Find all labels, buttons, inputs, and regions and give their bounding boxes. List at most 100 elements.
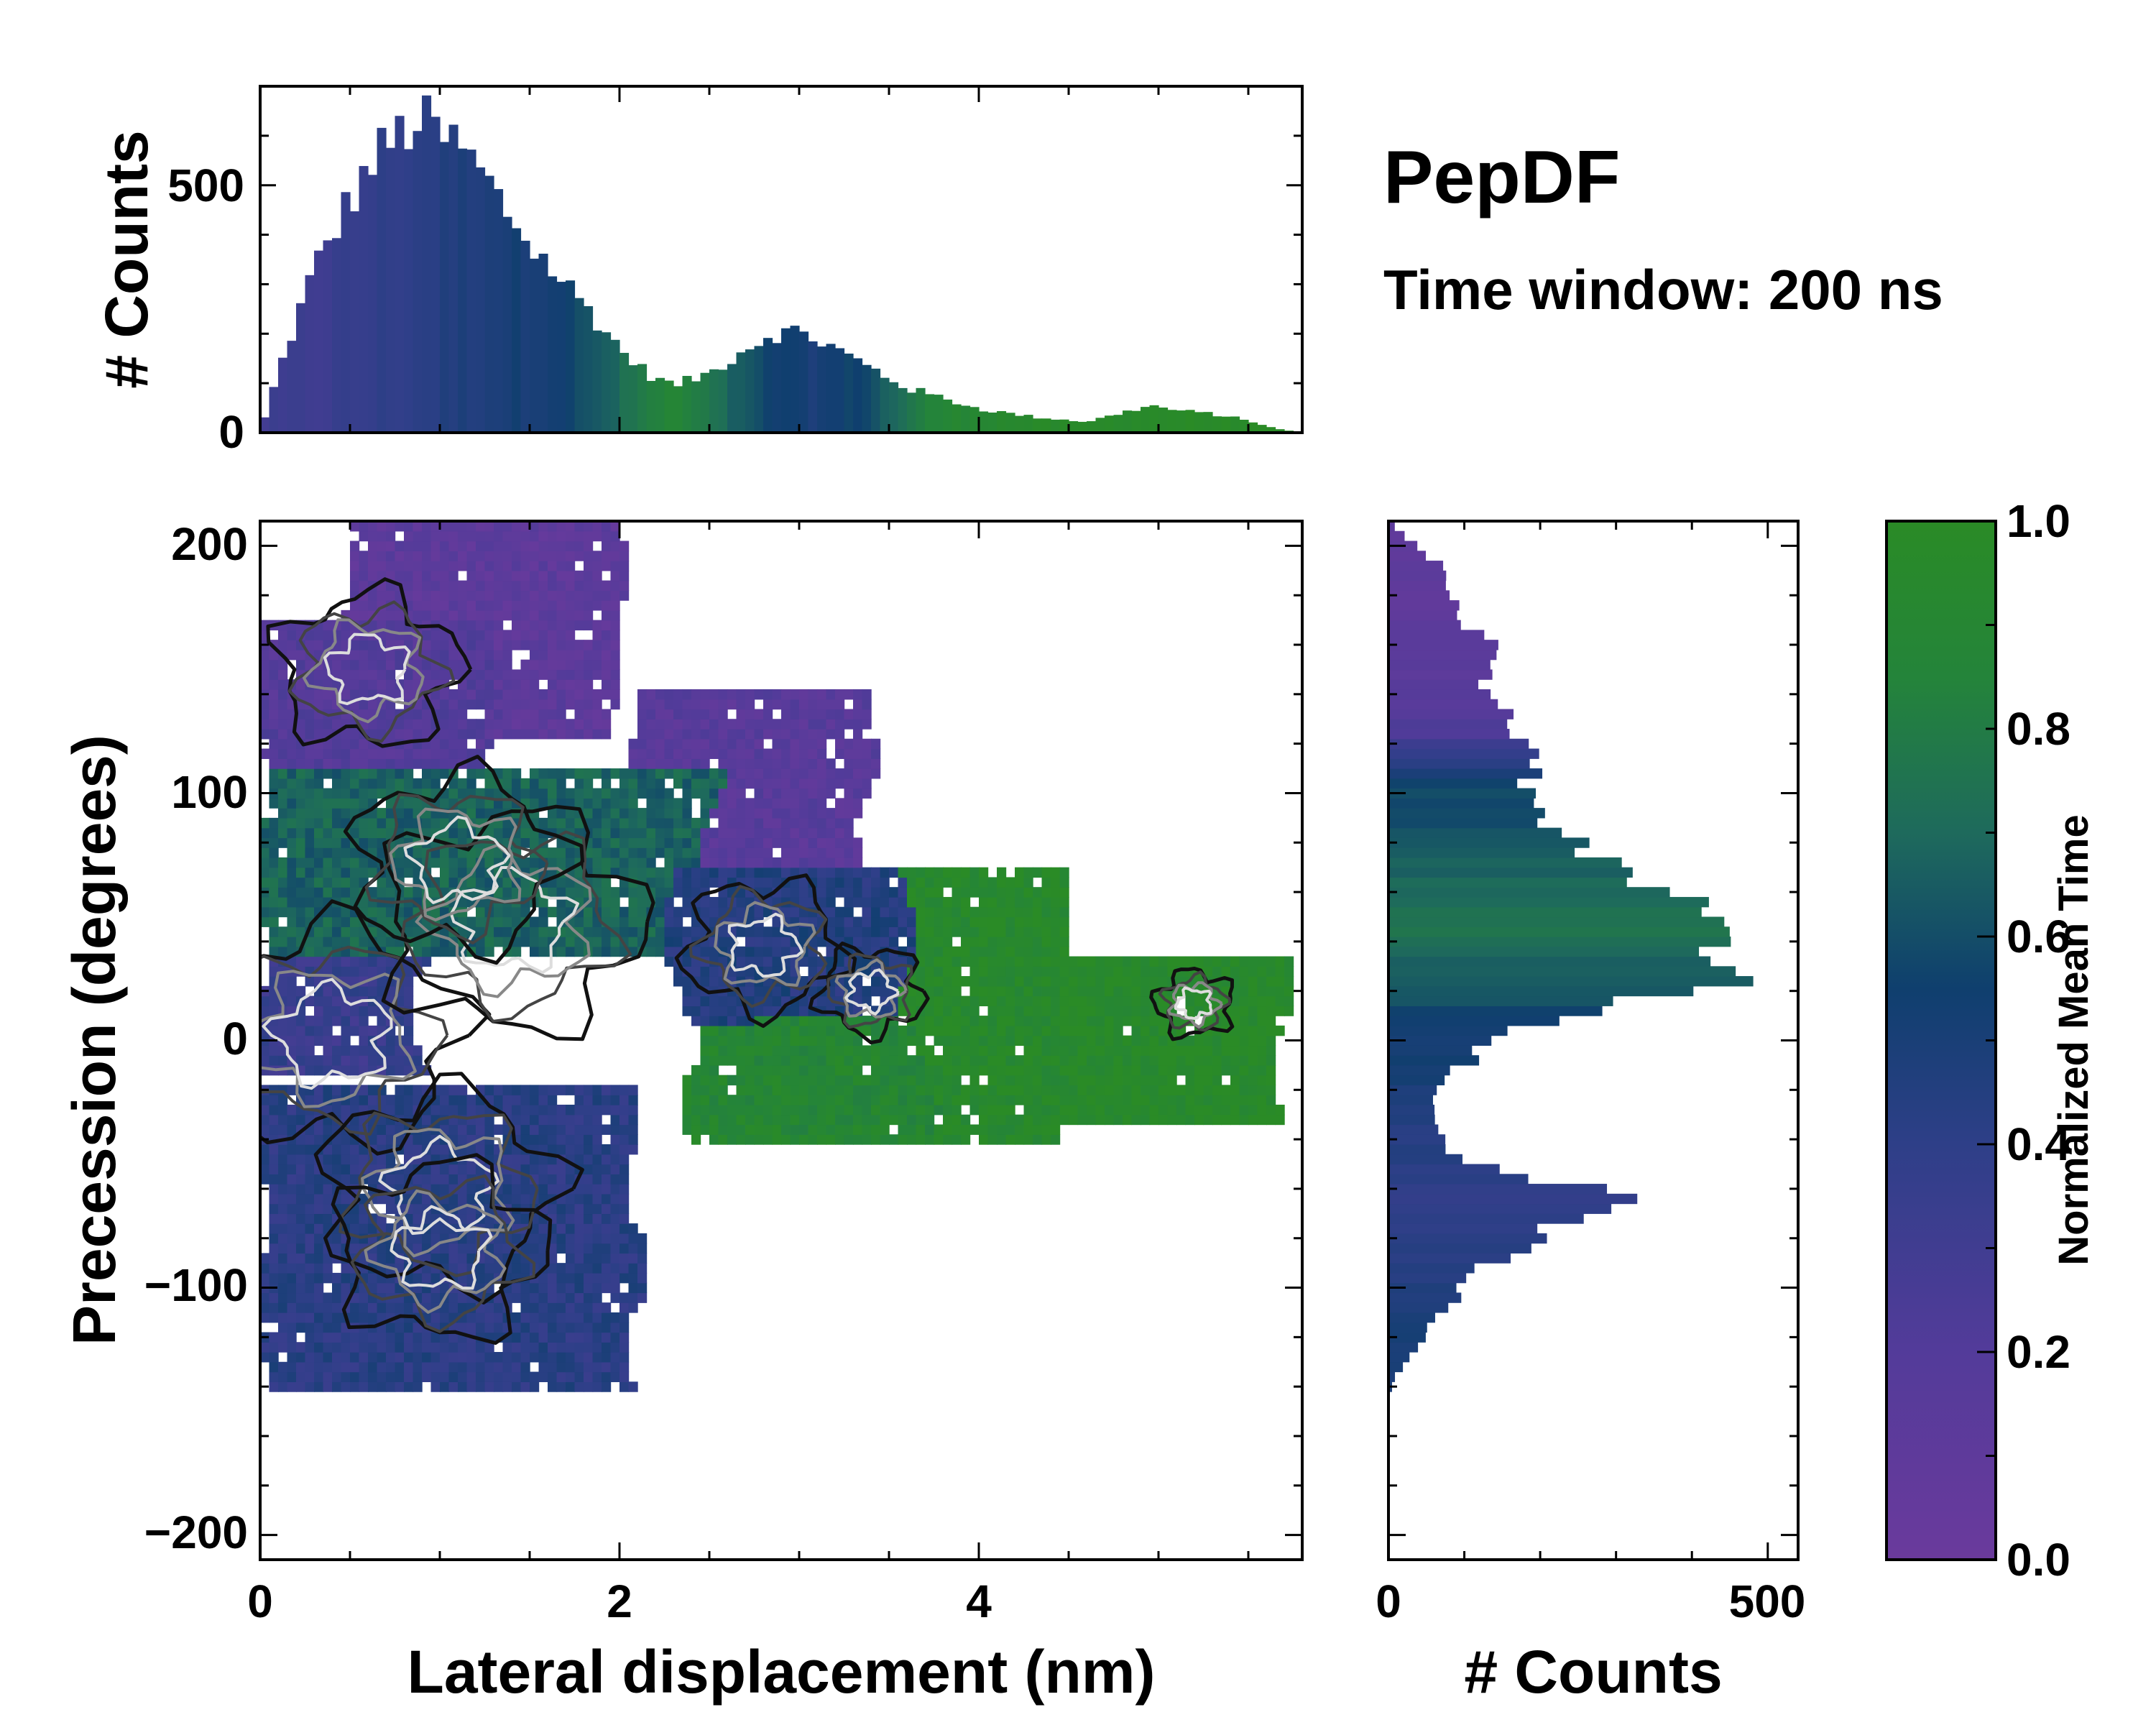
heatmap-cell (314, 1381, 324, 1392)
top-histogram-bar (862, 364, 872, 433)
top-histogram-bar (637, 364, 648, 433)
heatmap-cell (691, 857, 701, 868)
heatmap-cell (260, 1104, 270, 1116)
heatmap-cell (430, 590, 441, 601)
heatmap-cell (718, 719, 728, 730)
heatmap-cell (619, 798, 630, 809)
heatmap-cell (448, 867, 459, 878)
heatmap-cell (655, 748, 665, 759)
heatmap-cell (566, 570, 576, 581)
heatmap-cell (1123, 1095, 1133, 1105)
heatmap-cell (745, 857, 755, 868)
heatmap-cell (404, 1332, 414, 1343)
heatmap-cell (269, 867, 279, 878)
heatmap-cell (916, 916, 926, 927)
heatmap-cell (269, 1184, 279, 1195)
heatmap-cell (584, 788, 594, 799)
heatmap-cell (1113, 985, 1123, 997)
heatmap-cell (907, 896, 917, 908)
heatmap-cell (395, 1302, 405, 1313)
heatmap-cell (718, 867, 728, 878)
heatmap-cell (350, 778, 360, 789)
heatmap-cell (961, 1035, 971, 1046)
heatmap-cell (817, 808, 827, 819)
heatmap-cell (1051, 1035, 1061, 1046)
heatmap-cell (817, 1064, 827, 1076)
heatmap-cell (556, 570, 566, 581)
heatmap-cell (574, 778, 584, 789)
heatmap-cell (736, 689, 746, 700)
top-histogram-bar (826, 344, 836, 433)
heatmap-cell (448, 1104, 459, 1116)
heatmap-cell (287, 1213, 297, 1224)
heatmap-cell (862, 896, 872, 908)
heatmap-cell (772, 1035, 782, 1046)
heatmap-cell (538, 580, 548, 592)
heatmap-cell (610, 1154, 620, 1165)
heatmap-cell (323, 887, 333, 898)
heatmap-cell (404, 580, 414, 592)
heatmap-cell (305, 1361, 315, 1373)
heatmap-cell (377, 551, 387, 561)
heatmap-cell (422, 937, 432, 947)
top-histogram-bar (1266, 427, 1276, 433)
heatmap-cell (592, 1213, 602, 1224)
heatmap-cell (637, 827, 648, 839)
heatmap-cell (458, 521, 468, 532)
heatmap-cell (341, 1085, 351, 1095)
heatmap-cell (484, 827, 494, 839)
heatmap-cell (655, 788, 665, 799)
heatmap-cell (1033, 966, 1043, 977)
heatmap-cell (628, 1114, 638, 1126)
heatmap-cell (476, 1352, 486, 1363)
heatmap-cell (610, 590, 620, 601)
heatmap-cell (637, 709, 648, 719)
heatmap-cell (448, 649, 459, 661)
heatmap-cell (341, 1154, 351, 1165)
heatmap-cell (395, 1095, 405, 1105)
heatmap-cell (987, 916, 998, 927)
heatmap-cell (898, 1104, 908, 1116)
top-histogram-bar (736, 352, 746, 433)
heatmap-cell (548, 1352, 558, 1363)
heatmap-cell (350, 788, 360, 799)
heatmap-cell (1033, 1025, 1043, 1036)
heatmap-cell (386, 530, 396, 542)
heatmap-cell (700, 689, 710, 700)
heatmap-cell (332, 966, 342, 977)
heatmap-cell (430, 561, 441, 571)
heatmap-cell (287, 1016, 297, 1026)
heatmap-cell (916, 887, 926, 898)
heatmap-cell (799, 1104, 809, 1116)
heatmap-cell (466, 808, 476, 819)
heatmap-cell (502, 1085, 512, 1095)
heatmap-cell (628, 906, 638, 918)
heatmap-cell (700, 719, 710, 730)
heatmap-cell (341, 788, 351, 799)
heatmap-cell (556, 719, 566, 730)
heatmap-cell (296, 1164, 306, 1174)
heatmap-cell (448, 530, 459, 542)
heatmap-cell (332, 1312, 342, 1323)
heatmap-cell (574, 640, 584, 650)
heatmap-cell (592, 551, 602, 561)
heatmap-cell (799, 817, 809, 829)
heatmap-cell (458, 1352, 468, 1363)
heatmap-cell (260, 748, 270, 759)
heatmap-cell (440, 877, 450, 888)
heatmap-cell (934, 1085, 944, 1095)
heatmap-cell (646, 768, 656, 779)
heatmap-cell (386, 1381, 396, 1392)
heatmap-cell (1041, 1006, 1051, 1016)
heatmap-cell (1087, 1085, 1097, 1095)
heatmap-cell (1095, 976, 1105, 987)
heatmap-cell (458, 1302, 468, 1313)
heatmap-cell (341, 1025, 351, 1036)
heatmap-cell (296, 1193, 306, 1205)
heatmap-cell (305, 640, 315, 650)
heatmap-cell (844, 748, 854, 759)
heatmap-cell (763, 699, 773, 710)
heatmap-cell (422, 1332, 432, 1343)
heatmap-cell (422, 778, 432, 789)
heatmap-cell (1123, 976, 1133, 987)
